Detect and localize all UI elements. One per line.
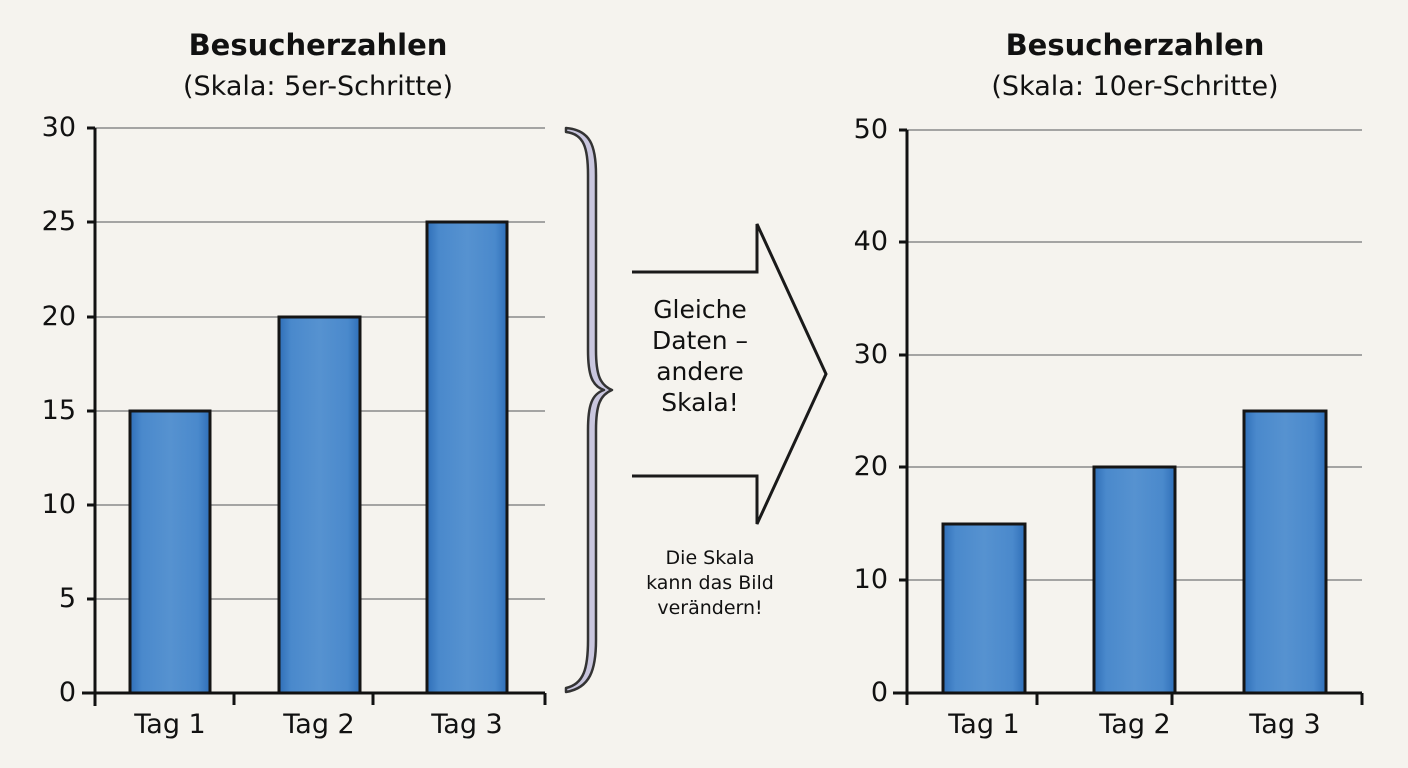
right-ytick: 30	[853, 339, 888, 370]
left-chart-subtitle: (Skala: 5er-Schritte)	[182, 71, 454, 102]
right-ytick: 0	[870, 677, 888, 708]
left-ytick: 5	[58, 583, 76, 614]
right-axes	[893, 128, 1364, 705]
right-chart	[893, 128, 1364, 705]
left-bars	[128, 220, 509, 695]
left-xtick: Tag 1	[134, 709, 206, 740]
left-xtick: Tag 3	[431, 709, 503, 740]
left-bar-tag1	[128, 409, 212, 695]
right-xtick: Tag 3	[1249, 709, 1321, 740]
right-chart-title: Besucherzahlen	[1005, 28, 1265, 62]
right-bars	[941, 409, 1328, 695]
left-bar-tag2	[277, 315, 362, 695]
right-xtick: Tag 2	[1099, 709, 1171, 740]
left-chart-title: Besucherzahlen	[188, 28, 448, 62]
left-ytick: 15	[41, 395, 76, 426]
left-xtick: Tag 2	[283, 709, 355, 740]
right-xtick: Tag 1	[948, 709, 1020, 740]
left-ytick: 0	[58, 677, 76, 708]
scale-note-line: kann das Bild	[646, 572, 774, 594]
left-chart	[82, 126, 547, 706]
arrow-label-line: Daten –	[651, 326, 749, 355]
scale-note-line: Die Skala	[665, 547, 755, 569]
right-arrow-icon	[632, 223, 828, 525]
arrow-label-line: Skala!	[661, 388, 739, 417]
scale-note-line: verändern!	[657, 597, 763, 619]
right-bar-tag1	[941, 522, 1027, 695]
left-ytick: 20	[41, 301, 76, 332]
left-axes	[82, 126, 547, 706]
left-ytick: 10	[41, 489, 76, 520]
curly-brace-icon	[564, 126, 614, 694]
arrow-label-line: andere	[656, 357, 744, 386]
right-bar-tag2	[1092, 465, 1177, 695]
right-bar-tag3	[1242, 409, 1328, 695]
right-chart-subtitle: (Skala: 10er-Schritte)	[991, 71, 1279, 102]
left-ytick: 30	[41, 112, 76, 143]
right-ytick: 50	[853, 114, 888, 145]
arrow-label-line: Gleiche	[653, 295, 747, 324]
left-ytick: 25	[41, 206, 76, 237]
arrow-label: Gleiche Daten – andere Skala!	[630, 294, 770, 418]
right-ytick: 20	[853, 451, 888, 482]
scale-note: Die Skala kann das Bild verändern!	[605, 546, 815, 621]
right-ytick: 40	[853, 226, 888, 257]
right-ytick: 10	[853, 564, 888, 595]
left-bar-tag3	[425, 220, 509, 695]
